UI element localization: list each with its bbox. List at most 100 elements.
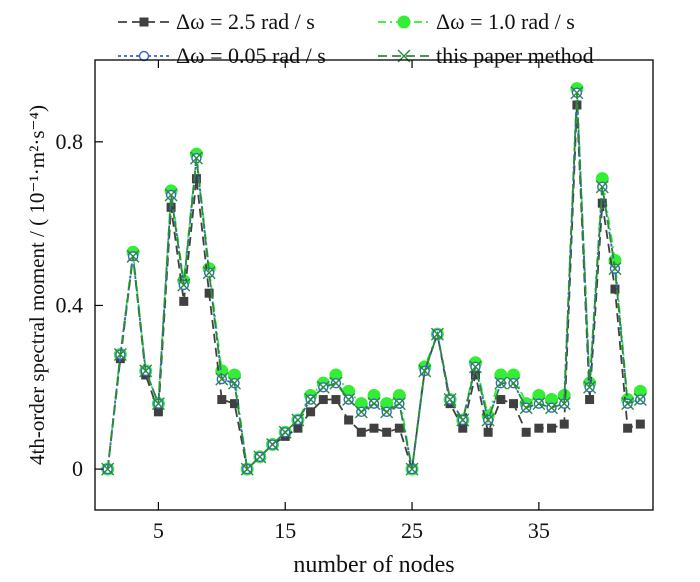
series-1-point bbox=[367, 388, 381, 402]
series-0-point bbox=[623, 423, 633, 433]
series-3-point bbox=[240, 462, 254, 476]
series-3-point bbox=[113, 348, 127, 362]
series-0-point bbox=[356, 427, 366, 437]
series-3-point bbox=[342, 393, 356, 407]
legend-label-0: Δω = 2.5 rad / s bbox=[176, 9, 315, 34]
series-3-point bbox=[380, 405, 394, 419]
series-3-point bbox=[481, 413, 495, 427]
legend-item-3: this paper method bbox=[378, 43, 594, 68]
series-0-point bbox=[635, 419, 645, 429]
legend-label-3: this paper method bbox=[436, 43, 594, 68]
series-3-point bbox=[291, 413, 305, 427]
series-3-point bbox=[633, 393, 647, 407]
series-3-point bbox=[583, 380, 597, 394]
series-0-point bbox=[610, 284, 620, 294]
series-3-point bbox=[443, 393, 457, 407]
series-3-point bbox=[151, 397, 165, 411]
series-3-point bbox=[570, 86, 584, 100]
series-0-point bbox=[217, 395, 227, 405]
x-tick-label: 25 bbox=[401, 518, 423, 543]
series-3-point bbox=[418, 364, 432, 378]
series-3-point bbox=[202, 266, 216, 280]
series-3-point bbox=[545, 401, 559, 415]
series-0-point bbox=[191, 174, 201, 184]
x-tick-label: 15 bbox=[274, 518, 296, 543]
series-3-point bbox=[139, 364, 153, 378]
y-tick-label: 0 bbox=[72, 456, 83, 481]
series-0-point bbox=[331, 395, 341, 405]
series-0-point bbox=[204, 288, 214, 298]
series-0-point bbox=[153, 407, 163, 417]
series-0-point bbox=[344, 415, 354, 425]
y-tick-label: 0.4 bbox=[56, 292, 84, 317]
series-3-point bbox=[621, 397, 635, 411]
series-0-point bbox=[293, 423, 303, 433]
series-1-point bbox=[532, 388, 546, 402]
series-3-point bbox=[392, 397, 406, 411]
series-1-point bbox=[392, 388, 406, 402]
series-3-point bbox=[304, 393, 318, 407]
series-3-point bbox=[557, 397, 571, 411]
series-3-point bbox=[532, 397, 546, 411]
legend-item-1: Δω = 1.0 rad / s bbox=[378, 9, 575, 34]
series-3 bbox=[101, 86, 647, 476]
series-1-point bbox=[494, 368, 508, 382]
series-0-point bbox=[306, 407, 316, 417]
plot-area: 5 15 25 35 0 0.4 0.8 bbox=[56, 59, 654, 543]
series-0-point bbox=[585, 395, 595, 405]
series-3-point bbox=[367, 397, 381, 411]
x-tick-label: 5 bbox=[153, 518, 164, 543]
series-0-point bbox=[179, 296, 189, 306]
series-3-point bbox=[164, 188, 178, 202]
legend-item-2: Δω = 0.05 rad / s bbox=[118, 43, 326, 68]
legend-label-2: Δω = 0.05 rad / s bbox=[176, 43, 326, 68]
series-0-point bbox=[369, 423, 379, 433]
series-2 bbox=[102, 87, 646, 475]
series-0-point bbox=[521, 427, 531, 437]
series-3-point bbox=[278, 425, 292, 439]
series-3-point bbox=[608, 262, 622, 276]
y-tick-label: 0.8 bbox=[56, 129, 84, 154]
x-tick-label: 35 bbox=[528, 518, 550, 543]
series-3-point bbox=[519, 401, 533, 415]
series-1-point bbox=[380, 397, 394, 411]
series-0-point bbox=[509, 399, 518, 409]
series-3-point bbox=[507, 376, 520, 390]
series-0-point bbox=[394, 423, 404, 433]
series-3-point bbox=[595, 180, 609, 194]
series-0-point bbox=[318, 395, 328, 405]
series-3-point bbox=[266, 438, 280, 452]
series-1-point bbox=[329, 368, 343, 382]
series-3-point bbox=[456, 413, 470, 427]
series-3-point bbox=[101, 462, 115, 476]
series-0-point bbox=[470, 370, 480, 380]
ticks-group: 5 15 25 35 0 0.4 0.8 bbox=[56, 60, 550, 543]
series-3-point bbox=[228, 376, 241, 390]
series-3-point bbox=[430, 327, 444, 341]
series-1-point bbox=[595, 172, 609, 186]
x-axis-label: number of nodes bbox=[293, 552, 454, 578]
series-0-point bbox=[534, 423, 544, 433]
series-0-point bbox=[483, 427, 493, 437]
series-0-point bbox=[230, 399, 239, 409]
series-0-point bbox=[547, 423, 557, 433]
series-1-point bbox=[633, 384, 647, 398]
series-1-point bbox=[545, 393, 559, 407]
series-3-point bbox=[405, 462, 419, 476]
series-0-point bbox=[597, 198, 607, 208]
series-3-point bbox=[126, 249, 140, 263]
legend: Δω = 2.5 rad / s Δω = 1.0 rad / s Δω = 0.0… bbox=[118, 9, 594, 68]
legend-marker-0 bbox=[139, 17, 149, 27]
series-3-point bbox=[177, 278, 191, 292]
legend-marker-2 bbox=[138, 50, 150, 62]
legend-marker-1 bbox=[397, 15, 411, 29]
y-axis-label: 4th-order spectral moment / ( 10⁻¹·m²·s⁻… bbox=[25, 105, 49, 465]
series-group bbox=[101, 82, 647, 476]
series-3-point bbox=[468, 360, 482, 374]
series-3-point bbox=[189, 151, 203, 165]
series-0-point bbox=[559, 419, 569, 429]
series-1-point bbox=[228, 368, 241, 382]
series-3-point bbox=[316, 380, 330, 394]
series-3-point bbox=[253, 450, 267, 464]
